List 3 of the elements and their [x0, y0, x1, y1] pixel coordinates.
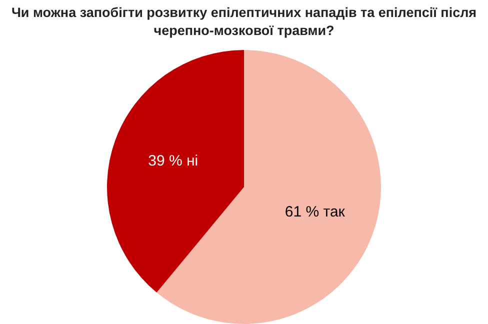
slice-label: 39 % ні — [148, 152, 198, 170]
slice-label: 61 % так — [284, 204, 346, 221]
chart-title: Чи можна запобігти розвитку епілептичних нападів та епілепсії після черепно-мозкової травми? — [10, 4, 478, 40]
